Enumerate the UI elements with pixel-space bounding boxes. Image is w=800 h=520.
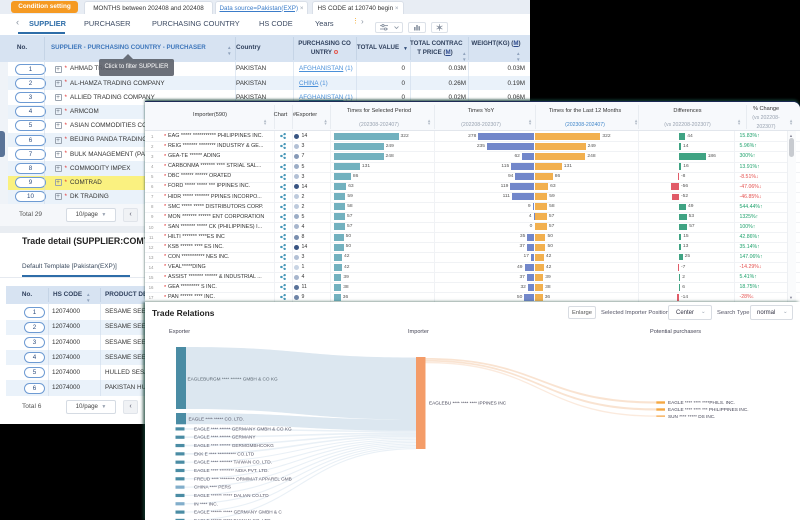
svg-text:EAGLE ****** ***** GERMANY GMB: EAGLE ****** ***** GERMANY GMBH & C — [194, 510, 282, 515]
svg-text:EAGLE **** ****** GERMANY: EAGLE **** ****** GERMANY — [194, 435, 256, 440]
svg-text:SUN **** ***** DS INC.: SUN **** ***** DS INC. — [668, 414, 715, 419]
svg-text:EAGLEBURGM **** ****** GMBH &: EAGLEBURGM **** ****** GMBH & CO KG — [188, 377, 278, 382]
svg-text:FREUD **** ******** ORM/MAT AP: FREUD **** ******** ORM/MAT APPAREL GMB — [194, 476, 292, 481]
svg-text:EAGLE ****** ***** DALIAN CO.L: EAGLE ****** ***** DALIAN CO.LTD — [194, 493, 269, 498]
svg-text:EAGLE **** **** *** PHILIPPINE: EAGLE **** **** *** PHILIPPINES INC. — [668, 407, 749, 412]
svg-text:EAGLEBU **** **** **** IPPINES: EAGLEBU **** **** **** IPPINES INC — [429, 401, 507, 406]
svg-text:EAGLE **** ***** CO. LTD.: EAGLE **** ***** CO. LTD. — [189, 416, 244, 421]
svg-text:EAGLE ****** ***** TAIWAN CO.: EAGLE ****** ***** TAIWAN CO. LTD. — [194, 518, 272, 520]
svg-text:EAGLE **** ******* TAIWAN CO.: EAGLE **** ******* TAIWAN CO. LTD. — [194, 460, 272, 465]
svg-text:IN **** INC.: IN **** INC. — [194, 501, 218, 506]
svg-text:EAGLE **** ****** GERMANY GMB: EAGLE **** ****** GERMANY GMBH & CO KG — [194, 426, 292, 431]
svg-text:CHINA **** PERS: CHINA **** PERS — [194, 485, 231, 490]
svg-text:EKK E **** ********** CO.LTD: EKK E **** ********** CO.LTD — [194, 451, 255, 456]
svg-text:EAGLE **** ******** NDIA PVT.: EAGLE **** ******** NDIA PVT. LTD. — [194, 468, 269, 473]
svg-text:EAGLE **** ****** GERMGMBHCOK: EAGLE **** ****** GERMGMBHCOKG — [194, 443, 274, 448]
svg-text:EAGLE **** **** ****PHILS. INC: EAGLE **** **** ****PHILS. INC. — [668, 400, 735, 405]
